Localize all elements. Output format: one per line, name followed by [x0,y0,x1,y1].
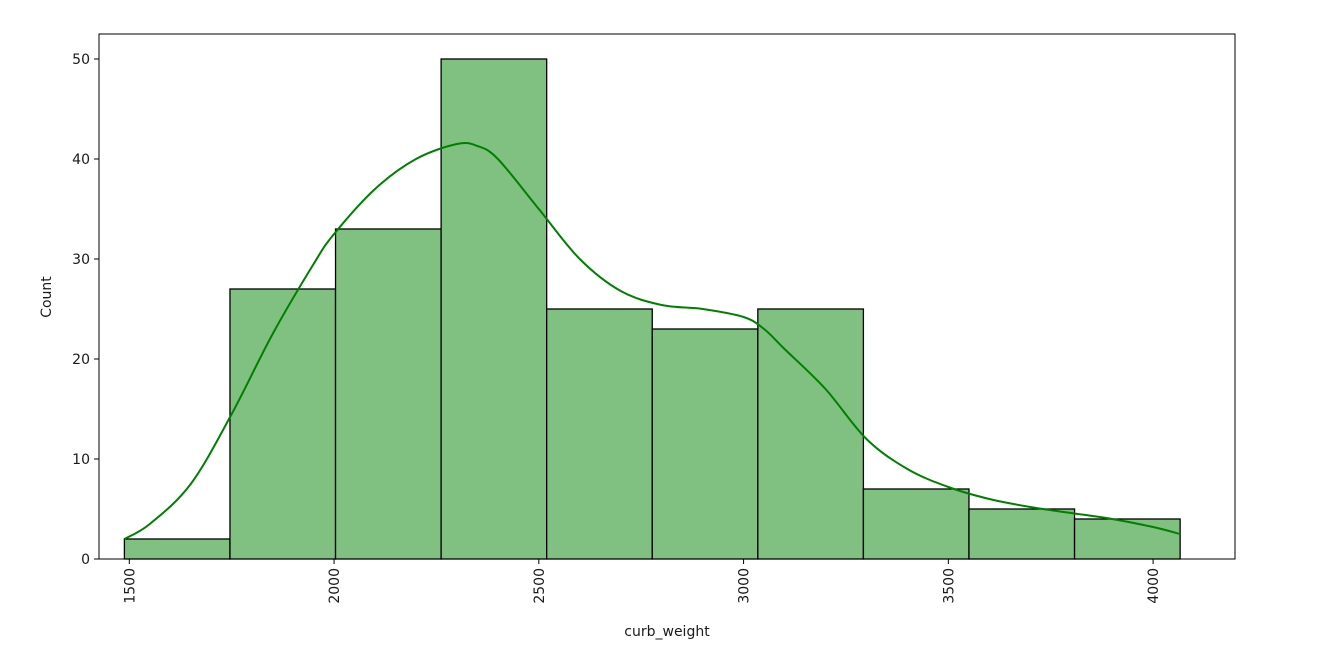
histogram-bar-8 [968,508,1076,560]
x-tick-label: 3000 [737,568,753,604]
histogram-bar-5 [651,328,759,560]
kde-curve [123,142,1181,540]
histogram-bar-2 [334,228,442,560]
y-tick-label: 0 [81,552,90,568]
x-axis-title: curb_weight [624,624,710,640]
x-tick-label: 4000 [1146,568,1162,604]
y-tick-label: 10 [72,452,90,468]
bars-group [123,58,1181,560]
y-axis-title: Count [39,276,55,318]
x-tick-label: 3500 [941,568,957,604]
histogram-bar-3 [440,58,548,560]
y-tick-label: 50 [72,52,90,68]
histogram-bar-7 [862,488,970,560]
histogram-bar-9 [1073,518,1181,560]
histogram-bar-6 [757,308,865,560]
x-tick-label: 1500 [122,568,138,604]
y-axis: 0 10 20 30 40 50 [72,52,99,568]
plot-frame [98,33,1236,560]
x-tick-label: 2500 [532,568,548,604]
x-tick-label: 2000 [327,568,343,604]
y-tick-label: 20 [72,352,90,368]
y-tick-label: 40 [72,152,90,168]
histogram-bar-1 [229,288,337,560]
x-axis: 1500 2000 2500 3000 3500 4000 [122,559,1162,604]
y-tick-label: 30 [72,252,90,268]
histogram-bar-4 [546,308,653,560]
histogram-bar-0 [123,538,231,560]
